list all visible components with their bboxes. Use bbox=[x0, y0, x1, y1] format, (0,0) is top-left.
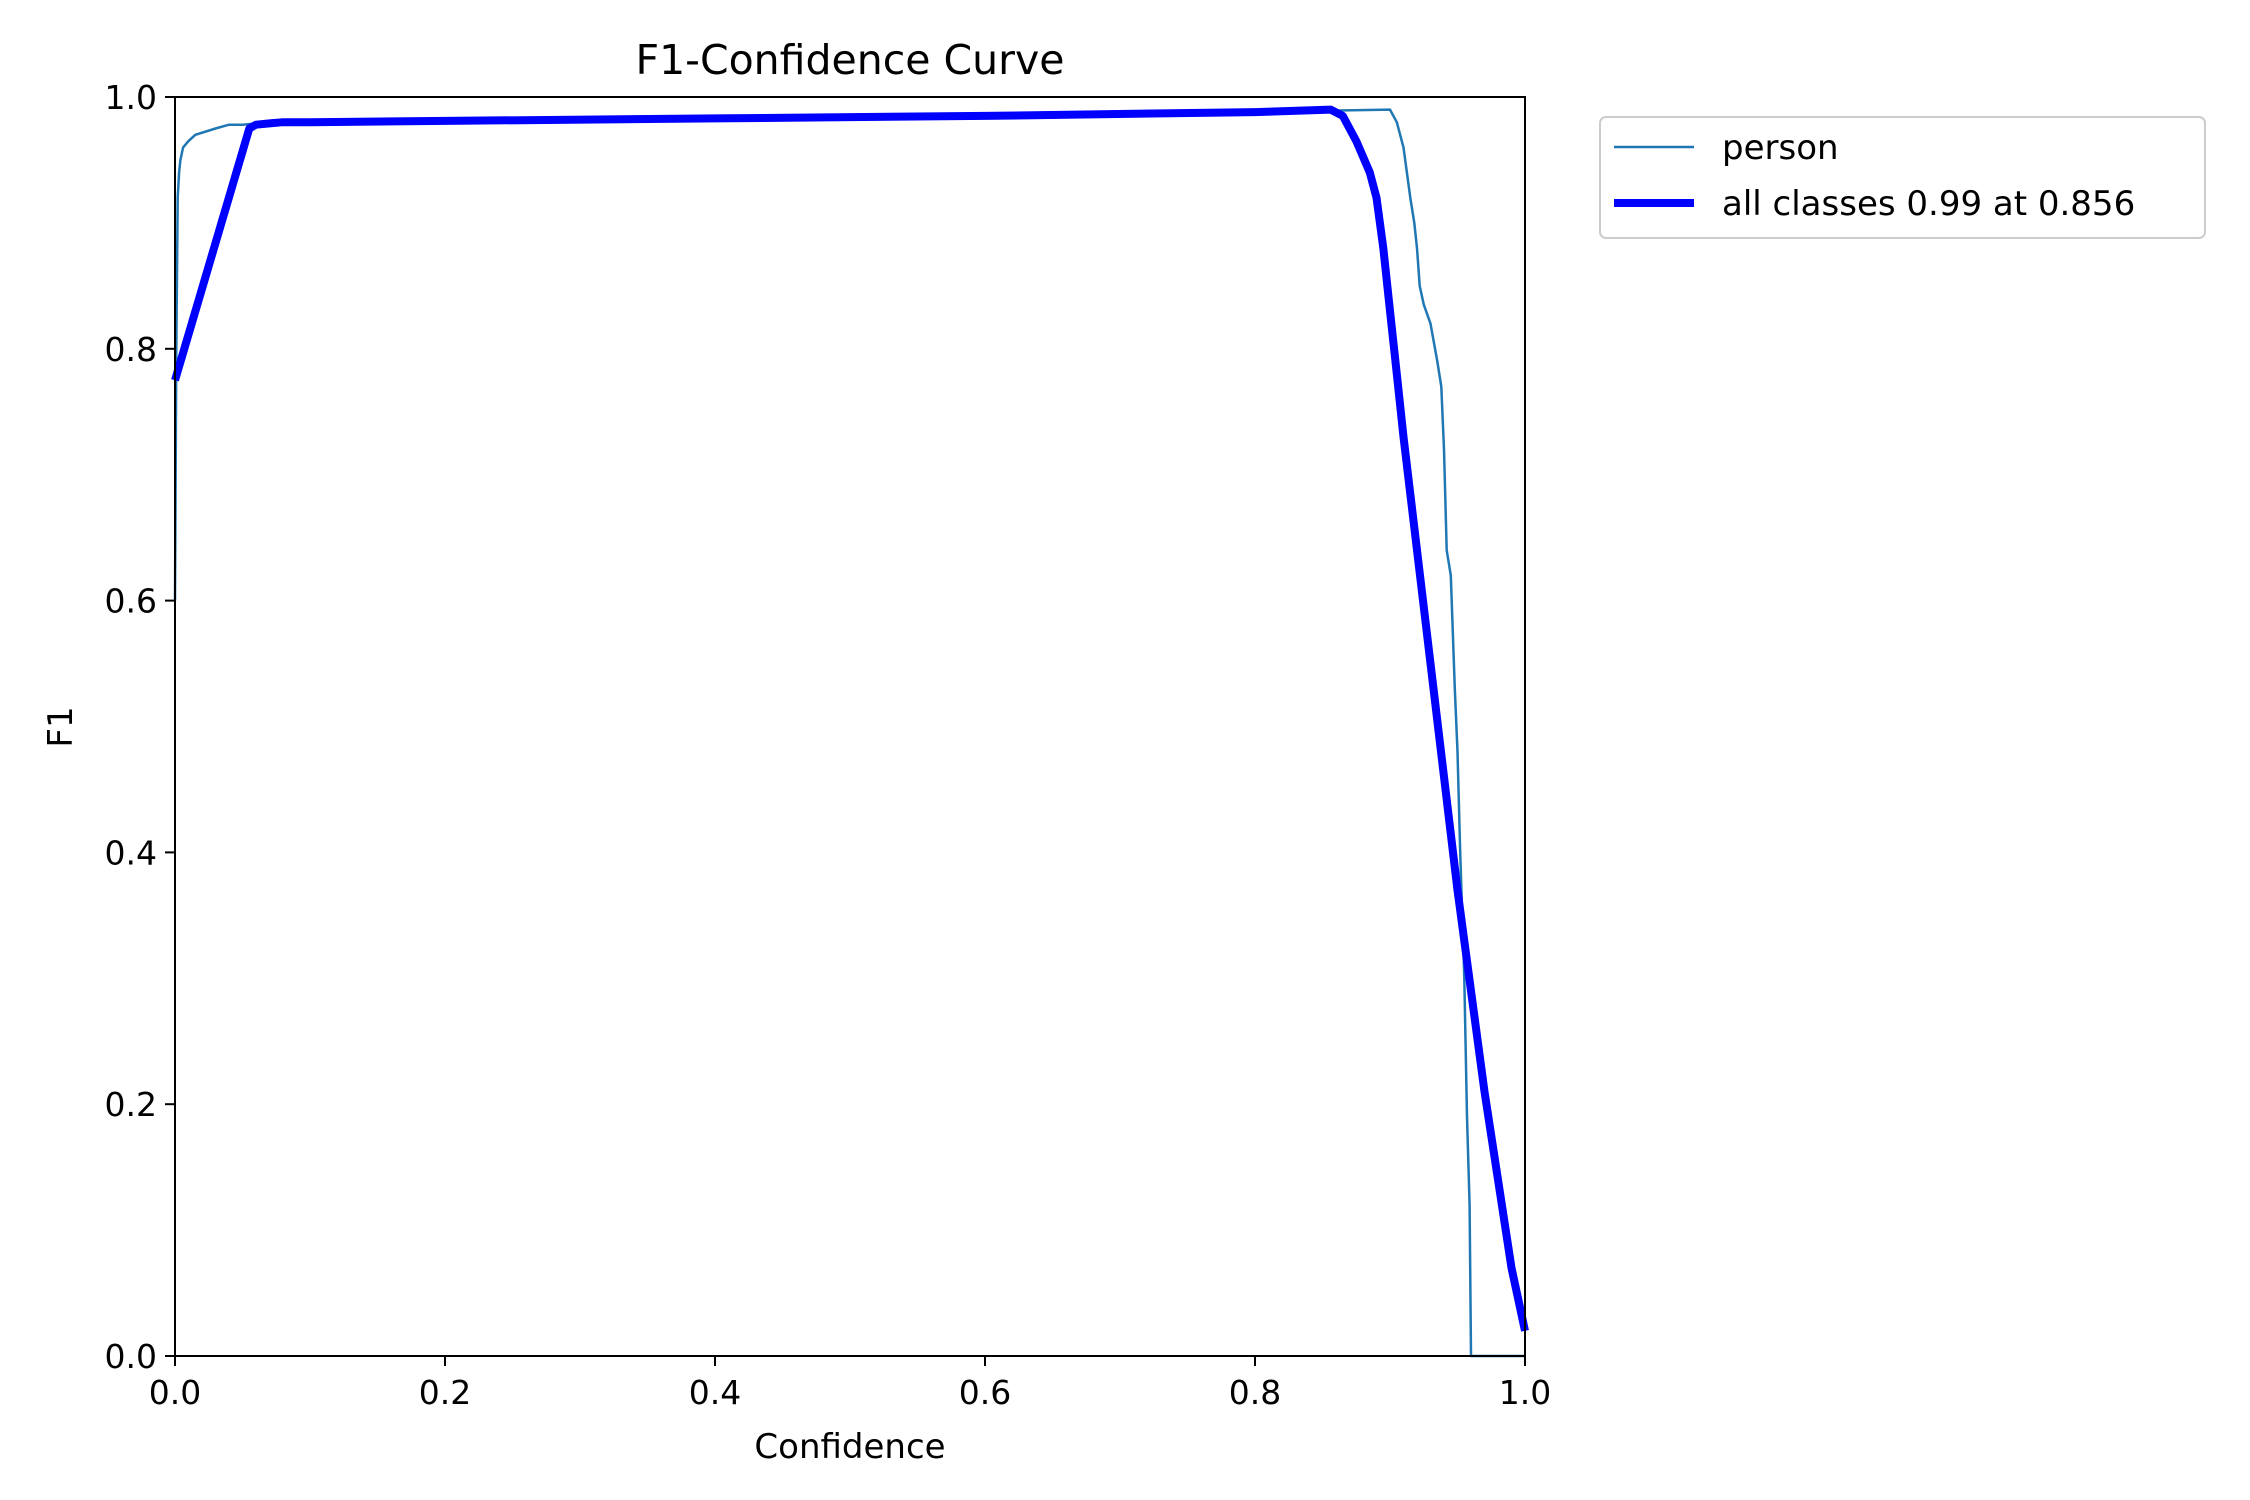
y-tick-label: 0.8 bbox=[105, 330, 157, 369]
series-line-all-classes bbox=[171, 105, 1529, 1332]
y-axis-label: F1 bbox=[41, 706, 81, 747]
x-tick-label: 0.4 bbox=[689, 1373, 741, 1412]
y-axis: 0.0 0.2 0.4 0.6 0.8 1.0 bbox=[105, 78, 175, 1376]
chart-title: F1-Confidence Curve bbox=[636, 36, 1065, 84]
plot-background bbox=[175, 97, 1525, 1356]
series-layer bbox=[171, 105, 1529, 1358]
x-tick-label: 0.8 bbox=[1229, 1373, 1281, 1412]
x-tick-label: 1.0 bbox=[1499, 1373, 1551, 1412]
y-tick-label: 0.0 bbox=[105, 1337, 157, 1376]
legend: person all classes 0.99 at 0.856 bbox=[1599, 116, 2206, 239]
plot-area bbox=[175, 97, 1525, 1356]
y-tick-label: 0.6 bbox=[105, 582, 157, 621]
x-tick-label: 0.2 bbox=[419, 1373, 471, 1412]
legend-label-all-classes: all classes 0.99 at 0.856 bbox=[1722, 184, 2135, 224]
plot-frame bbox=[174, 96, 1526, 1357]
x-axis: 0.0 0.2 0.4 0.6 0.8 1.0 bbox=[149, 1356, 1551, 1412]
x-tick-label: 0.0 bbox=[149, 1373, 201, 1412]
x-tick-label: 0.6 bbox=[959, 1373, 1011, 1412]
y-tick-label: 1.0 bbox=[105, 78, 157, 117]
legend-box bbox=[1599, 116, 2206, 239]
series-line-person bbox=[173, 108, 1525, 1358]
y-tick-label: 0.2 bbox=[105, 1085, 157, 1124]
y-tick-label: 0.4 bbox=[105, 833, 157, 872]
x-axis-label: Confidence bbox=[754, 1427, 945, 1467]
legend-label-person: person bbox=[1722, 128, 1839, 168]
